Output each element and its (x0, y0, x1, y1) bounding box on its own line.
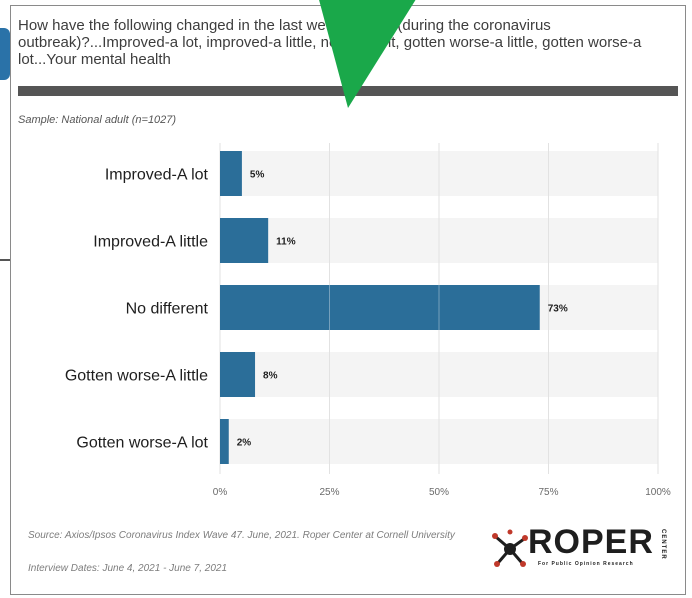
bar (220, 419, 229, 464)
chart-subtitle: Sample: National adult (n=1027) (18, 114, 177, 126)
background-divider (0, 259, 10, 261)
roper-logo: ROPER CENTER For Public Opinion Research (490, 521, 672, 577)
data-label: 8% (263, 371, 278, 382)
category-label: No different (126, 301, 209, 318)
x-tick-label: 25% (319, 487, 339, 498)
x-tick-label: 75% (538, 487, 558, 498)
interview-dates: Interview Dates: June 4, 2021 - June 7, … (28, 563, 228, 574)
data-label: 5% (250, 170, 265, 181)
x-tick-label: 100% (645, 487, 671, 498)
bar (220, 352, 256, 397)
category-label: Improved-A lot (105, 167, 209, 184)
category-label: Gotten worse-A lot (76, 435, 208, 452)
background-window-edge (0, 28, 10, 80)
source-note: Source: Axios/Ipsos Coronavirus Index Wa… (28, 530, 455, 541)
bar (220, 218, 269, 263)
data-label: 2% (237, 438, 252, 449)
category-label: Gotten worse-A little (65, 368, 208, 385)
roper-logo-tagline: For Public Opinion Research (538, 561, 634, 567)
roper-mark-icon (492, 529, 528, 567)
roper-logo-center: CENTER (660, 529, 666, 560)
roper-logo-wordmark: ROPER (528, 523, 654, 561)
bar (220, 151, 242, 196)
bar (220, 285, 540, 330)
x-tick-label: 0% (213, 487, 228, 498)
chart-title: How have the following changed in the la… (18, 17, 642, 68)
data-label: 11% (276, 237, 296, 248)
x-tick-label: 50% (429, 487, 449, 498)
data-label: 73% (548, 304, 568, 315)
category-label: Improved-A little (93, 234, 208, 251)
